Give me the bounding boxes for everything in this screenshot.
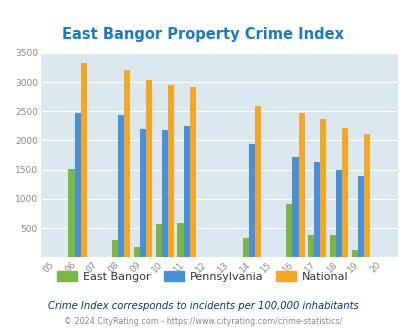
Bar — [140, 129, 146, 257]
Bar — [313, 162, 320, 257]
Bar — [320, 119, 326, 257]
Bar — [161, 130, 167, 257]
Bar — [335, 170, 341, 257]
Bar — [286, 204, 292, 257]
Legend: East Bangor, Pennsylvania, National: East Bangor, Pennsylvania, National — [53, 267, 352, 286]
Bar — [146, 80, 152, 257]
Bar — [75, 113, 81, 257]
Bar — [357, 176, 363, 257]
Bar — [134, 247, 140, 257]
Bar — [167, 85, 173, 257]
Bar — [248, 144, 254, 257]
Bar — [341, 128, 347, 257]
Bar — [118, 115, 124, 257]
Bar — [155, 224, 161, 257]
Bar — [363, 134, 369, 257]
Bar — [307, 235, 313, 257]
Bar — [68, 169, 75, 257]
Text: East Bangor Property Crime Index: East Bangor Property Crime Index — [62, 27, 343, 42]
Bar — [329, 236, 335, 257]
Bar — [351, 250, 357, 257]
Bar — [242, 238, 248, 257]
Bar — [254, 106, 260, 257]
Bar — [81, 63, 87, 257]
Text: Crime Index corresponds to incidents per 100,000 inhabitants: Crime Index corresponds to incidents per… — [47, 301, 358, 311]
Text: © 2024 CityRating.com - https://www.cityrating.com/crime-statistics/: © 2024 CityRating.com - https://www.city… — [64, 317, 341, 326]
Bar — [177, 223, 183, 257]
Bar — [298, 113, 304, 257]
Bar — [112, 241, 118, 257]
Bar — [124, 70, 130, 257]
Bar — [292, 157, 298, 257]
Bar — [183, 126, 189, 257]
Bar — [189, 87, 195, 257]
